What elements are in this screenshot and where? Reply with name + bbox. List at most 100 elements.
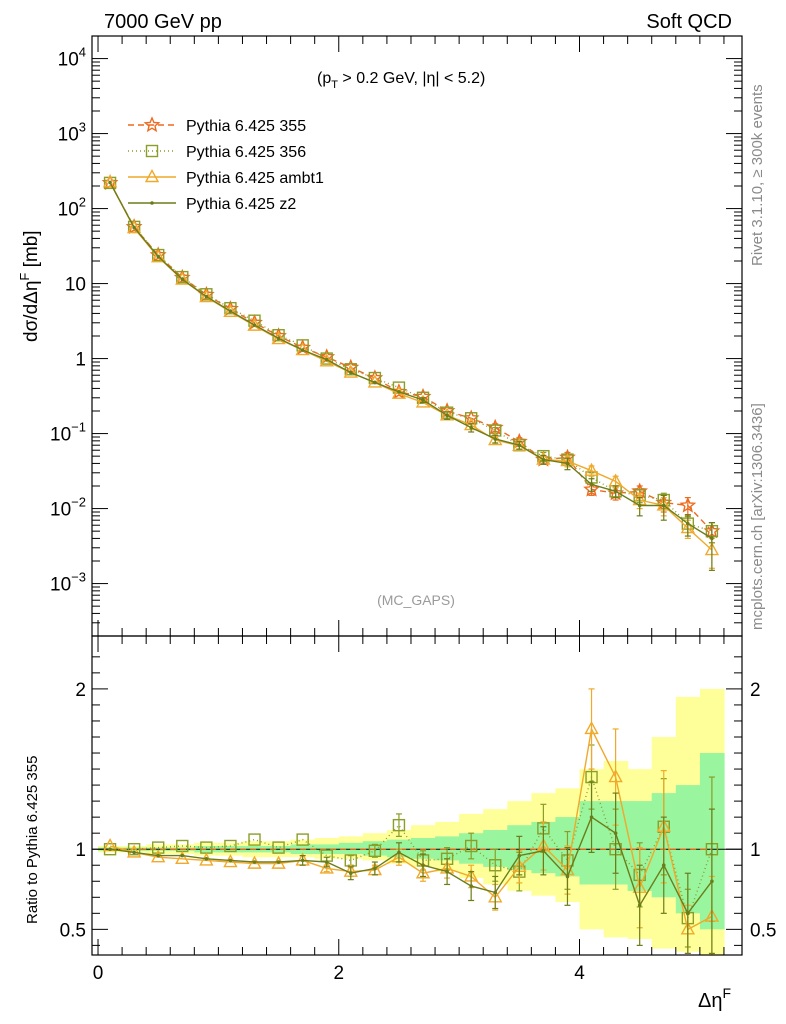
series-3-point [204, 857, 209, 861]
series-2-point [199, 289, 214, 303]
series-line-3 [110, 816, 713, 915]
series-3-point [228, 309, 233, 313]
main-y-tick-label: 10−3 [50, 570, 86, 596]
series-3-point [348, 871, 353, 876]
series-3-point [565, 461, 570, 466]
series-3-point [252, 860, 257, 864]
series-3-point [589, 482, 594, 487]
legend: Pythia 6.425 355 Pythia 6.425 356 Pythia 6… [128, 116, 324, 213]
header-right: Soft QCD [646, 11, 732, 33]
series-1-point [368, 844, 382, 858]
series-3-point [493, 890, 498, 895]
series-3-point [180, 277, 185, 282]
series-3-point [397, 850, 401, 855]
ratio-panel-series [102, 688, 720, 956]
main-y-tick-label: 103 [58, 120, 86, 146]
series-3-point [710, 879, 714, 884]
x-tick-label: 4 [574, 963, 585, 984]
series-3-point [108, 847, 112, 852]
ratio-y-tick-label-left: 2 [75, 680, 86, 701]
series-2-point [102, 174, 118, 188]
series-3-point [300, 858, 305, 863]
series-3-point [469, 425, 473, 430]
series-3-point [300, 348, 305, 352]
ratio-panel-ticks: 0 2 4 0.5 0.5 1 1 2 2 [60, 636, 776, 984]
legend-marker-0 [143, 116, 161, 133]
ratio-panel-bands [98, 688, 725, 955]
series-3-point [276, 860, 281, 864]
series-3-point [469, 884, 473, 888]
x-tick-label: 0 [93, 963, 104, 984]
series-2-point [175, 850, 190, 865]
main-panel-ticks: 10−3 10−2 10−1 1 10 102 103 104 [50, 35, 742, 637]
series-3-point [710, 536, 714, 541]
analysis-label: (MC_GAPS) [377, 592, 455, 608]
main-panel-series [101, 174, 721, 571]
legend-marker-2 [144, 169, 160, 183]
series-3-point [373, 866, 377, 871]
series-3-point [421, 863, 425, 868]
series-line-1 [109, 182, 713, 532]
series-3-point [252, 323, 257, 327]
main-y-tick-label: 102 [58, 195, 86, 221]
series-3-point [637, 503, 642, 508]
series-2-point [223, 303, 238, 318]
series-3-point [445, 413, 449, 418]
series-1-point [103, 176, 117, 190]
series-3-point [541, 849, 546, 853]
main-y-tick-label: 10−2 [50, 495, 86, 521]
series-3-point [686, 911, 690, 916]
ratio-y-tick-label-left: 1 [75, 840, 86, 861]
series-3-point [276, 336, 281, 341]
panel-frames [91, 35, 743, 956]
series-2-point [319, 353, 334, 367]
series-3-point [397, 390, 401, 394]
series-3-point [493, 437, 498, 441]
mcplots-label: mcplots.cern.ch [arXiv:1306.3436] [749, 403, 766, 630]
series-1-point [296, 833, 309, 846]
series-3-point [132, 225, 136, 230]
series-1-point [127, 843, 141, 856]
series-1-point [272, 841, 285, 854]
series-3-point [132, 850, 136, 855]
series-2-point [151, 249, 166, 263]
series-2-point [415, 865, 431, 879]
legend-label-2: Pythia 6.425 ambt1 [186, 170, 324, 187]
band-1-bin [338, 842, 364, 854]
series-line-1 [110, 774, 713, 921]
series-3-point [686, 521, 690, 526]
series-3-point [445, 869, 449, 874]
series-3-point [108, 180, 112, 185]
main-y-tick-label: 104 [58, 45, 86, 71]
series-3-point [421, 398, 425, 402]
series-1-point [489, 859, 502, 872]
series-3-point [613, 489, 618, 494]
series-1-point [224, 839, 237, 853]
series-3-point [637, 903, 642, 908]
series-2-point [608, 769, 623, 783]
series-2-point [584, 721, 599, 735]
header-left: 7000 GeV pp [104, 11, 222, 33]
series-1-point [200, 288, 213, 301]
series-1-point [392, 818, 406, 832]
series-3-point [373, 380, 377, 385]
series-3-point [613, 831, 618, 835]
legend-marker-1 [145, 144, 159, 158]
series-2-point [175, 271, 190, 285]
main-y-tick-label: 1 [75, 350, 86, 371]
legend-label-1: Pythia 6.425 356 [186, 144, 306, 161]
x-tick-label: 2 [333, 963, 344, 984]
top-y-axis-label: dσ/dΔηF [mb] [17, 230, 42, 342]
main-y-tick-label: 10 [65, 275, 86, 296]
cut-label: (pT > 0.2 GeV, |η| < 5.2) [317, 70, 485, 91]
series-3-point [348, 370, 353, 375]
series-3-point [661, 503, 666, 508]
series-3-point [156, 853, 161, 858]
legend-label-0: Pythia 6.425 355 [186, 118, 306, 135]
rivet-label: Rivet 3.1.10, ≥ 300k events [749, 84, 766, 266]
ratio-y-tick-label-right: 0.5 [750, 920, 776, 941]
ratio-panel-frame [91, 635, 743, 956]
bottom-y-axis-label: Ratio to Pythia 6.425 355 [24, 756, 41, 924]
series-3-point [565, 874, 570, 879]
series-3-point [661, 863, 666, 868]
